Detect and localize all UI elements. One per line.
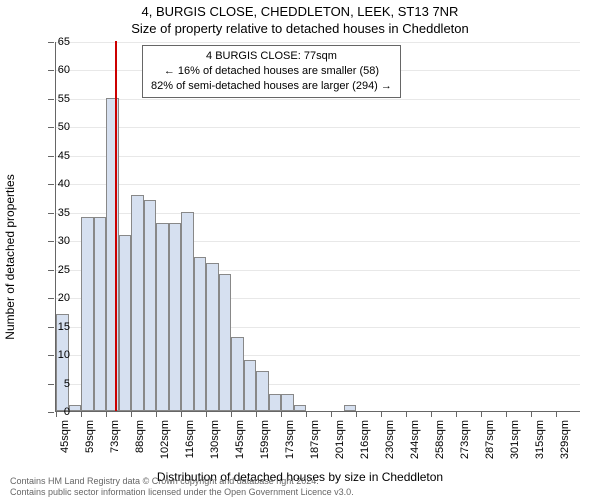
histogram-bar — [244, 360, 257, 411]
gridline — [56, 156, 580, 157]
annotation-box: 4 BURGIS CLOSE: 77sqm ← 16% of detached … — [142, 45, 401, 98]
histogram-bar — [269, 394, 282, 411]
histogram-bar — [181, 212, 194, 411]
x-tick-label: 315sqm — [534, 420, 546, 464]
y-tick-label: 15 — [40, 321, 70, 333]
y-tick-label: 10 — [40, 349, 70, 361]
y-tick-label: 40 — [40, 178, 70, 190]
x-tick — [481, 411, 482, 417]
x-tick-label: 159sqm — [259, 420, 271, 464]
x-tick — [131, 411, 132, 417]
x-tick — [306, 411, 307, 417]
x-tick — [156, 411, 157, 417]
histogram-bar — [281, 394, 294, 411]
annotation-line-2: ← 16% of detached houses are smaller (58… — [151, 64, 392, 79]
histogram-bar — [81, 217, 94, 411]
x-tick-label: 329sqm — [559, 420, 571, 464]
y-tick-label: 0 — [40, 406, 70, 418]
histogram-bar — [231, 337, 244, 411]
y-tick-label: 60 — [40, 64, 70, 76]
annotation-line-3: 82% of semi-detached houses are larger (… — [151, 79, 392, 94]
x-tick — [456, 411, 457, 417]
x-tick-label: 258sqm — [434, 420, 446, 464]
x-tick-label: 287sqm — [484, 420, 496, 464]
y-tick-label: 35 — [40, 207, 70, 219]
x-tick-label: 73sqm — [109, 420, 121, 464]
histogram-bar — [294, 405, 307, 411]
annotation-line-1: 4 BURGIS CLOSE: 77sqm — [151, 49, 392, 64]
footer-line-2: Contains public sector information licen… — [10, 487, 354, 498]
chart-subtitle: Size of property relative to detached ho… — [0, 21, 600, 38]
x-tick-label: 187sqm — [309, 420, 321, 464]
y-tick-label: 20 — [40, 292, 70, 304]
x-tick-label: 173sqm — [284, 420, 296, 464]
x-tick-label: 216sqm — [359, 420, 371, 464]
histogram-bar — [131, 195, 144, 411]
histogram-bar — [206, 263, 219, 411]
chart-title: 4, BURGIS CLOSE, CHEDDLETON, LEEK, ST13 … — [0, 0, 600, 21]
x-tick-label: 201sqm — [334, 420, 346, 464]
y-tick-label: 5 — [40, 378, 70, 390]
histogram-bar — [144, 200, 157, 411]
x-tick-label: 145sqm — [234, 420, 246, 464]
x-tick — [106, 411, 107, 417]
x-tick — [181, 411, 182, 417]
x-tick — [406, 411, 407, 417]
x-tick-label: 244sqm — [409, 420, 421, 464]
x-tick — [256, 411, 257, 417]
x-tick-label: 116sqm — [184, 420, 196, 464]
gridline — [56, 184, 580, 185]
x-tick — [206, 411, 207, 417]
histogram-bar — [69, 405, 82, 411]
x-tick — [531, 411, 532, 417]
histogram-chart: 4, BURGIS CLOSE, CHEDDLETON, LEEK, ST13 … — [0, 0, 600, 500]
y-tick-label: 55 — [40, 93, 70, 105]
x-tick-label: 102sqm — [159, 420, 171, 464]
gridline — [56, 127, 580, 128]
x-tick — [356, 411, 357, 417]
y-axis-title: Number of detached properties — [3, 174, 17, 339]
histogram-bar — [169, 223, 182, 411]
histogram-bar — [94, 217, 107, 411]
gridline — [56, 42, 580, 43]
y-tick-label: 50 — [40, 121, 70, 133]
x-tick-label: 130sqm — [209, 420, 221, 464]
y-tick-label: 45 — [40, 150, 70, 162]
x-tick-label: 273sqm — [459, 420, 471, 464]
x-tick — [556, 411, 557, 417]
y-tick-label: 25 — [40, 264, 70, 276]
x-tick — [281, 411, 282, 417]
x-tick — [331, 411, 332, 417]
x-tick-label: 301sqm — [509, 420, 521, 464]
plot-area: 4 BURGIS CLOSE: 77sqm ← 16% of detached … — [55, 42, 580, 412]
footer-line-1: Contains HM Land Registry data © Crown c… — [10, 476, 354, 487]
x-tick — [506, 411, 507, 417]
gridline — [56, 99, 580, 100]
x-tick — [431, 411, 432, 417]
x-tick — [381, 411, 382, 417]
histogram-bar — [219, 274, 232, 411]
x-tick — [231, 411, 232, 417]
histogram-bar — [119, 235, 132, 411]
histogram-bar — [194, 257, 207, 411]
x-tick-label: 59sqm — [84, 420, 96, 464]
x-tick-label: 230sqm — [384, 420, 396, 464]
histogram-bar — [344, 405, 357, 411]
footer: Contains HM Land Registry data © Crown c… — [10, 476, 354, 498]
x-tick — [81, 411, 82, 417]
y-tick-label: 30 — [40, 235, 70, 247]
y-tick-label: 65 — [40, 36, 70, 48]
x-tick-label: 45sqm — [59, 420, 71, 464]
x-tick-label: 88sqm — [134, 420, 146, 464]
histogram-bar — [256, 371, 269, 411]
histogram-bar — [156, 223, 169, 411]
property-marker-line — [115, 41, 117, 411]
